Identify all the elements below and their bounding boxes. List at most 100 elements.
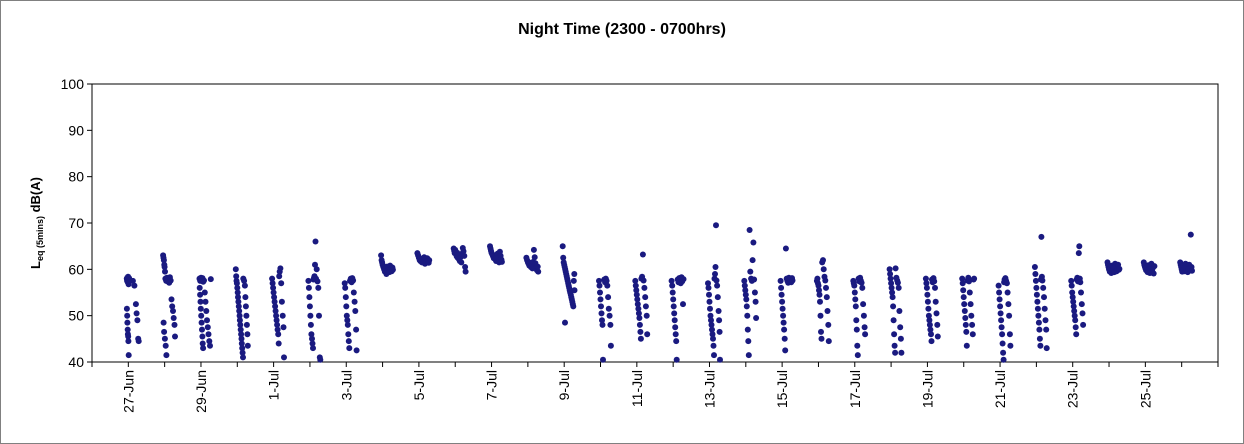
data-point bbox=[559, 243, 566, 250]
data-point bbox=[924, 291, 931, 298]
data-point bbox=[923, 284, 930, 291]
data-point bbox=[708, 317, 714, 324]
data-point bbox=[235, 303, 242, 310]
data-point bbox=[530, 246, 537, 253]
data-point bbox=[818, 328, 824, 335]
data-point bbox=[280, 324, 287, 331]
data-point bbox=[203, 308, 210, 314]
y-tick-label: 60 bbox=[68, 261, 84, 277]
x-tick-label: 11-Jul bbox=[629, 370, 645, 407]
data-point bbox=[305, 284, 312, 291]
data-point bbox=[277, 265, 284, 272]
data-point bbox=[125, 338, 132, 345]
data-point bbox=[535, 268, 542, 275]
data-point bbox=[607, 321, 614, 328]
data-point bbox=[969, 321, 976, 328]
data-point bbox=[782, 347, 789, 354]
data-point bbox=[124, 312, 131, 319]
data-point bbox=[746, 227, 753, 233]
data-point bbox=[1042, 317, 1049, 324]
x-axis: 27-Jun 29-Jun 1-Jul 3-Jul 5-Jul 7-Jul 9-Jul 11-… bbox=[91, 362, 1219, 413]
data-point bbox=[961, 308, 968, 314]
data-point bbox=[960, 294, 967, 301]
data-point bbox=[781, 326, 788, 333]
data-point bbox=[426, 257, 433, 264]
data-point bbox=[860, 312, 867, 319]
data-point bbox=[271, 294, 278, 301]
data-point bbox=[534, 263, 541, 270]
data-point bbox=[825, 338, 832, 345]
data-point bbox=[642, 303, 649, 310]
data-point bbox=[706, 291, 712, 298]
data-point bbox=[1043, 326, 1050, 333]
y-axis: 40 50 60 70 80 90 100 bbox=[61, 76, 92, 370]
data-point bbox=[235, 298, 242, 305]
data-point bbox=[1006, 331, 1013, 338]
data-point bbox=[680, 276, 687, 283]
data-point bbox=[131, 282, 138, 289]
y-tick-label: 80 bbox=[68, 169, 84, 185]
data-point bbox=[607, 342, 614, 349]
x-tick-label: 29-Jun bbox=[193, 370, 209, 413]
data-point bbox=[753, 315, 760, 321]
data-point bbox=[887, 271, 894, 277]
data-point bbox=[204, 317, 210, 324]
data-point bbox=[636, 321, 643, 328]
data-point bbox=[599, 317, 605, 324]
data-point bbox=[824, 308, 831, 314]
data-point bbox=[560, 254, 567, 261]
data-point bbox=[716, 317, 723, 324]
data-point bbox=[889, 289, 896, 296]
data-point bbox=[1080, 321, 1087, 328]
data-point bbox=[711, 352, 717, 359]
data-point bbox=[742, 291, 749, 298]
data-point bbox=[637, 328, 644, 335]
data-point bbox=[963, 342, 970, 349]
data-point bbox=[1070, 298, 1077, 305]
data-point bbox=[922, 275, 929, 282]
data-point bbox=[931, 278, 938, 285]
data-point bbox=[162, 342, 169, 349]
data-point bbox=[309, 340, 316, 347]
x-tick-label: 25-Jul bbox=[1137, 370, 1153, 408]
data-point bbox=[316, 312, 322, 319]
data-point bbox=[705, 284, 712, 291]
data-point bbox=[707, 305, 713, 312]
data-point bbox=[747, 268, 754, 275]
data-point bbox=[571, 271, 578, 277]
data-point bbox=[1071, 312, 1078, 319]
y-tick-label: 70 bbox=[68, 215, 84, 231]
data-point bbox=[234, 289, 241, 296]
data-point bbox=[996, 289, 1003, 296]
data-point bbox=[925, 312, 932, 319]
data-point bbox=[714, 282, 721, 289]
data-point bbox=[858, 279, 865, 286]
data-point bbox=[243, 321, 250, 328]
data-point bbox=[462, 264, 469, 270]
data-point bbox=[132, 301, 139, 308]
data-point bbox=[314, 278, 321, 285]
data-point bbox=[599, 321, 606, 328]
data-point bbox=[1034, 305, 1041, 312]
data-point bbox=[713, 222, 719, 229]
data-point bbox=[596, 282, 603, 289]
y-axis-label-unit: dB(A) bbox=[28, 177, 43, 216]
data-point bbox=[820, 266, 827, 273]
data-point bbox=[162, 268, 168, 275]
data-point bbox=[123, 305, 130, 312]
data-point bbox=[959, 275, 966, 282]
data-point bbox=[680, 301, 686, 308]
data-point bbox=[891, 331, 898, 338]
data-point bbox=[741, 282, 748, 289]
data-point bbox=[997, 310, 1004, 317]
data-point bbox=[934, 333, 941, 340]
data-point bbox=[925, 305, 932, 312]
data-point bbox=[310, 345, 316, 352]
y-axis-label-subscript: eq (5mins) bbox=[35, 216, 45, 261]
data-point bbox=[239, 349, 246, 356]
data-point bbox=[854, 352, 861, 359]
data-point bbox=[596, 277, 602, 284]
data-point bbox=[205, 331, 212, 338]
data-point bbox=[886, 266, 893, 273]
data-point bbox=[634, 296, 641, 303]
